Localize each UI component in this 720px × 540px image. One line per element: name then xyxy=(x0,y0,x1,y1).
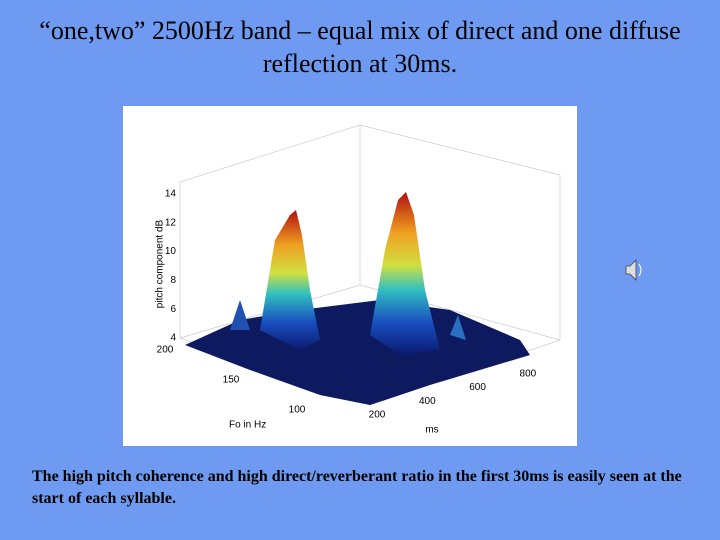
surface-bump xyxy=(230,300,250,330)
figure: pitch component dB Fo in Hz ms 14 12 10 8 6 4… xyxy=(123,106,642,446)
surface-bump xyxy=(450,315,466,340)
y-axis-label: Fo in Hz xyxy=(229,420,266,431)
y-tick-label: 200 xyxy=(157,345,174,356)
z-tick-label: 12 xyxy=(165,217,177,228)
z-tick-label: 8 xyxy=(170,275,176,286)
slide-caption: The high pitch coherence and high direct… xyxy=(32,468,682,507)
z-tick-label: 10 xyxy=(165,246,177,257)
x-axis-label: ms xyxy=(425,425,438,436)
z-axis-label: pitch component dB xyxy=(155,219,166,308)
z-tick-label: 14 xyxy=(165,189,177,200)
z-tick-label: 4 xyxy=(170,333,176,344)
surface-peak xyxy=(370,192,440,355)
x-tick-label: 600 xyxy=(469,382,486,393)
x-tick-label: 200 xyxy=(369,410,386,421)
y-tick-label: 100 xyxy=(289,405,306,416)
speaker-icon[interactable] xyxy=(625,259,642,281)
slide-title: “one,two” 2500Hz band – equal mix of dir… xyxy=(39,16,681,78)
z-tick-label: 6 xyxy=(170,304,176,315)
surface-peak xyxy=(260,210,320,350)
y-tick-label: 150 xyxy=(223,375,240,386)
x-tick-label: 400 xyxy=(419,396,436,407)
x-tick-label: 800 xyxy=(520,369,537,380)
